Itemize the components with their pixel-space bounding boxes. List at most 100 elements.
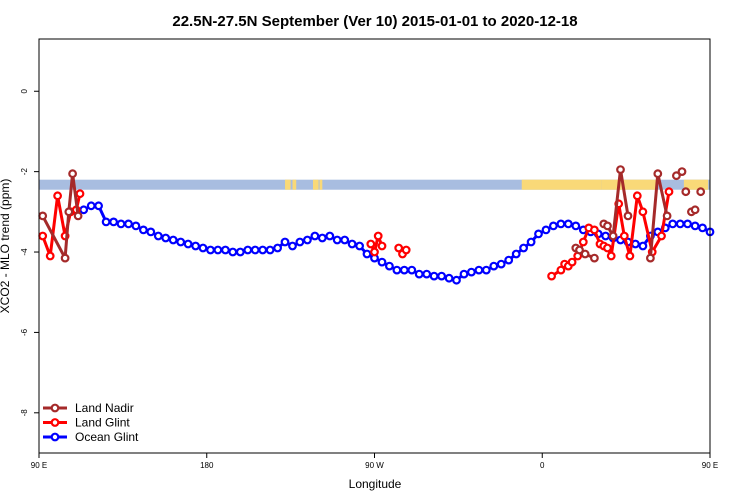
data-point-ocean-glint <box>273 243 283 253</box>
y-axis-label: XCO2 - MLO trend (ppm) <box>0 179 12 314</box>
data-point-land-glint <box>373 231 383 241</box>
data-point-ocean-glint <box>399 265 409 275</box>
series-ocean-glint <box>79 201 715 285</box>
data-point-ocean-glint <box>325 231 335 241</box>
data-point-ocean-glint <box>504 255 514 265</box>
data-point-ocean-glint <box>243 245 253 255</box>
data-point-ocean-glint <box>414 269 424 279</box>
data-point-land-glint <box>590 225 599 235</box>
data-point-ocean-glint <box>265 245 275 255</box>
data-point-land-glint <box>547 271 556 281</box>
x-tick-label: 90 E <box>31 461 47 470</box>
data-point-ocean-glint <box>124 219 133 229</box>
data-point-ocean-glint <box>213 245 223 255</box>
data-point-ocean-glint <box>191 241 201 251</box>
data-point-ocean-glint <box>280 237 290 247</box>
data-point-land-nadir <box>590 253 599 263</box>
data-point-ocean-glint <box>459 269 469 279</box>
land-band-segment <box>601 179 621 190</box>
legend-marker <box>50 432 60 442</box>
data-point-ocean-glint <box>310 231 320 241</box>
land-band-segment <box>683 179 709 190</box>
data-point-ocean-glint <box>683 219 692 229</box>
data-point-ocean-glint <box>332 235 342 245</box>
data-point-ocean-glint <box>355 241 365 251</box>
data-point-land-glint <box>567 257 577 267</box>
data-point-ocean-glint <box>511 249 521 259</box>
data-point-ocean-glint <box>362 249 372 259</box>
data-point-ocean-glint <box>131 221 141 231</box>
x-tick-label: 90 W <box>365 461 384 470</box>
data-point-land-glint <box>632 191 642 201</box>
y-tick-label: -4 <box>20 248 29 256</box>
series-land-nadir <box>38 165 706 263</box>
data-point-ocean-glint <box>474 265 484 275</box>
y-tick-label: -2 <box>20 168 29 176</box>
data-point-ocean-glint <box>690 221 700 231</box>
y-axis: 0 -2 -4 -6 -8 <box>20 88 39 416</box>
data-point-ocean-glint <box>668 219 678 229</box>
data-point-land-glint <box>370 247 379 257</box>
data-point-land-nadir <box>672 171 681 181</box>
data-point-land-nadir <box>616 165 625 175</box>
data-point-ocean-glint <box>109 217 118 227</box>
land-band-segment <box>319 179 323 190</box>
data-point-ocean-glint <box>444 273 454 283</box>
y-tick-label: 0 <box>20 88 29 93</box>
data-point-ocean-glint <box>176 237 186 247</box>
series-line-land-glint <box>369 234 384 254</box>
data-point-ocean-glint <box>258 245 268 255</box>
land-ocean-band <box>39 179 710 190</box>
data-point-ocean-glint <box>94 201 103 211</box>
data-point-land-nadir <box>608 231 618 241</box>
data-point-land-glint <box>394 243 404 253</box>
data-point-land-glint <box>377 241 387 251</box>
data-point-ocean-glint <box>101 217 111 227</box>
data-point-ocean-glint <box>385 261 394 271</box>
data-point-ocean-glint <box>556 219 566 229</box>
x-tick-label: 180 <box>200 461 214 470</box>
data-point-ocean-glint <box>563 219 573 229</box>
legend-item-ocean-glint: Ocean Glint <box>43 430 139 444</box>
data-point-ocean-glint <box>549 221 558 231</box>
data-point-land-nadir <box>681 187 691 197</box>
legend-label: Land Glint <box>75 416 130 430</box>
data-point-ocean-glint <box>79 205 89 215</box>
data-point-ocean-glint <box>317 233 327 243</box>
data-point-ocean-glint <box>452 275 461 285</box>
data-point-land-nadir <box>677 167 687 177</box>
data-point-ocean-glint <box>534 229 543 239</box>
data-point-ocean-glint <box>392 265 402 275</box>
data-point-land-glint <box>45 251 55 261</box>
data-point-ocean-glint <box>638 241 648 251</box>
data-point-land-glint <box>53 191 62 201</box>
x-axis: 90 E 180 90 W 0 90 E <box>31 453 718 470</box>
data-point-ocean-glint <box>138 225 148 235</box>
legend-marker <box>50 418 60 427</box>
data-point-ocean-glint <box>489 261 499 271</box>
data-point-ocean-glint <box>161 233 171 243</box>
data-point-ocean-glint <box>675 219 685 229</box>
data-point-land-glint <box>75 189 85 199</box>
data-point-ocean-glint <box>228 247 238 257</box>
data-point-land-glint <box>38 231 48 241</box>
data-point-ocean-glint <box>377 257 387 267</box>
data-point-land-glint <box>606 251 616 261</box>
data-point-ocean-glint <box>295 237 305 247</box>
data-point-ocean-glint <box>698 223 707 233</box>
data-point-ocean-glint <box>168 235 178 245</box>
data-point-ocean-glint <box>429 271 439 281</box>
ocean-band <box>39 179 710 190</box>
data-point-land-glint <box>638 207 648 217</box>
data-point-land-glint <box>556 265 566 275</box>
data-point-ocean-glint <box>198 243 208 253</box>
data-point-land-nadir <box>68 169 77 179</box>
data-point-ocean-glint <box>340 235 350 245</box>
data-point-land-nadir <box>653 169 663 179</box>
data-point-ocean-glint <box>288 241 297 251</box>
data-point-ocean-glint <box>481 265 491 275</box>
data-point-land-glint <box>366 239 376 249</box>
data-point-ocean-glint <box>541 225 551 235</box>
